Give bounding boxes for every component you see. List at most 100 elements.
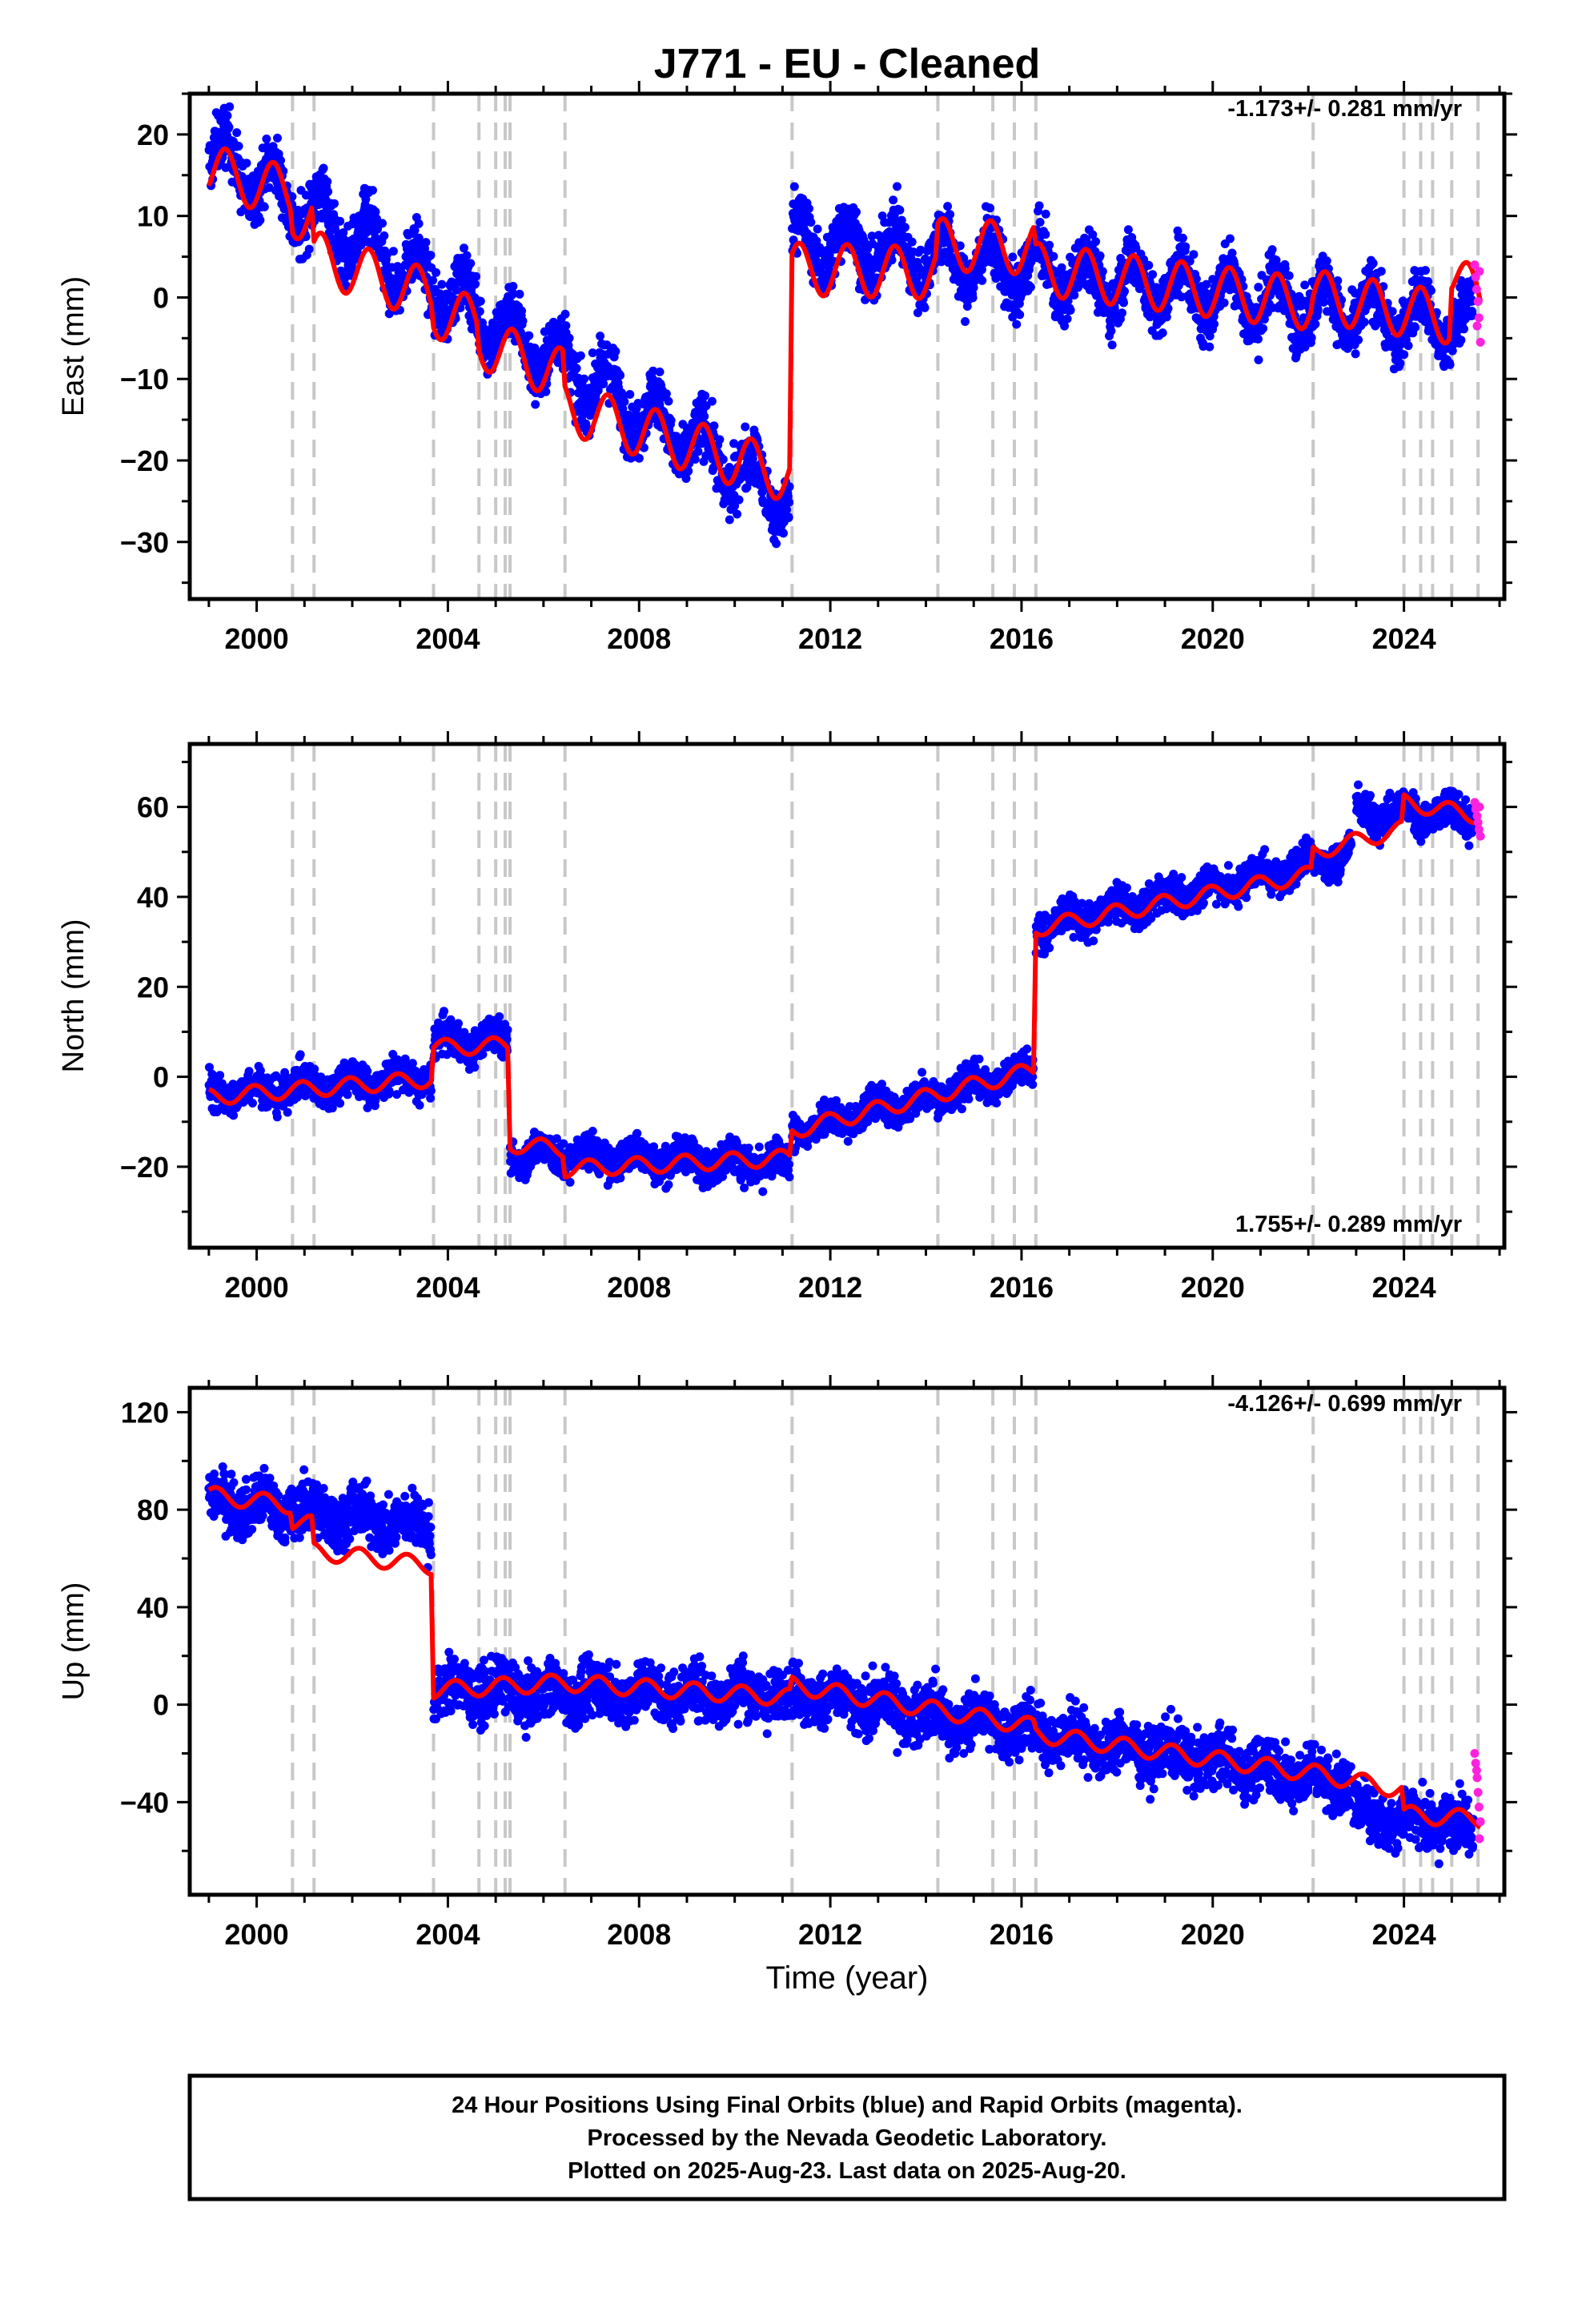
final-orbit-point: [1078, 275, 1087, 284]
final-orbit-point: [1423, 277, 1433, 286]
final-orbit-point: [471, 279, 480, 289]
final-orbit-point: [741, 422, 750, 432]
y-axis-label: East (mm): [57, 276, 90, 416]
final-orbit-point: [664, 396, 673, 406]
final-orbit-point: [223, 111, 232, 120]
final-orbit-point: [475, 307, 484, 316]
final-orbit-point: [244, 1067, 254, 1076]
final-orbit-point: [580, 374, 589, 384]
final-orbit-point: [1185, 256, 1195, 266]
final-orbit-point: [1456, 336, 1466, 345]
final-orbit-point: [978, 275, 987, 285]
final-orbit-point: [1427, 286, 1435, 296]
final-orbit-point: [634, 453, 644, 463]
final-orbit-point: [572, 364, 581, 373]
final-orbit-point: [340, 274, 350, 283]
final-orbit-point: [1008, 252, 1018, 262]
final-orbit-point: [248, 1099, 257, 1108]
final-orbit-point: [273, 133, 282, 143]
final-orbit-point: [625, 390, 635, 399]
final-orbit-point: [1225, 234, 1235, 243]
final-orbit-point: [779, 529, 788, 538]
final-orbit-point: [1062, 314, 1072, 324]
final-orbit-point: [426, 251, 436, 260]
x-tick-label: 2016: [990, 622, 1054, 655]
final-orbit-point: [1368, 259, 1378, 268]
final-orbit-point: [1201, 288, 1211, 298]
final-orbit-point: [611, 347, 620, 356]
final-orbit-point: [1227, 248, 1237, 258]
rapid-orbit-point: [1470, 260, 1480, 270]
final-orbit-point: [452, 285, 461, 295]
final-orbit-point: [772, 539, 781, 549]
final-orbit-point: [234, 142, 243, 151]
final-orbit-point: [428, 275, 438, 285]
final-orbit-point: [470, 1063, 480, 1072]
final-orbit-point: [1066, 305, 1075, 315]
x-tick-label: 2008: [607, 622, 671, 655]
final-orbit-point: [476, 296, 485, 306]
final-orbit-point: [725, 515, 734, 525]
final-orbit-point: [410, 226, 420, 235]
final-orbit-point: [1254, 283, 1263, 292]
final-orbit-point: [1445, 360, 1455, 369]
final-orbit-point: [472, 271, 480, 281]
final-orbit-point: [1202, 279, 1211, 289]
final-orbit-point: [304, 244, 314, 254]
final-orbit-point: [1173, 226, 1182, 235]
final-orbit-point: [242, 159, 251, 168]
final-orbit-point: [618, 404, 628, 413]
final-orbit-point: [1199, 342, 1208, 351]
final-orbit-point: [1313, 304, 1323, 314]
final-orbit-point: [466, 259, 476, 268]
final-orbit-point: [701, 391, 710, 400]
final-orbit-point: [1284, 271, 1294, 280]
final-orbit-point: [709, 421, 719, 431]
final-orbit-point: [968, 293, 978, 303]
final-orbit-point: [1095, 251, 1105, 260]
final-orbit-point: [1041, 230, 1050, 239]
final-orbit-point: [1205, 342, 1215, 352]
final-orbit-point: [1447, 346, 1457, 356]
final-orbit-point: [508, 288, 517, 298]
final-orbit-point: [588, 348, 597, 358]
final-orbit-point: [335, 1099, 345, 1108]
final-orbit-point: [789, 182, 799, 191]
final-orbit-point: [388, 247, 398, 256]
final-orbit-point: [1035, 218, 1045, 227]
final-orbit-point: [895, 205, 905, 215]
final-orbit-point: [1421, 266, 1430, 275]
final-orbit-point: [1082, 235, 1091, 245]
final-orbit-point: [1387, 307, 1397, 316]
final-orbit-point: [1060, 321, 1070, 331]
final-orbit-point: [707, 396, 717, 406]
plot-frame: [187, 91, 1507, 601]
y-tick-label: 10: [137, 200, 169, 233]
final-orbit-point: [225, 102, 235, 111]
final-orbit-point: [1322, 256, 1331, 266]
final-orbit-point: [1319, 297, 1328, 307]
final-orbit-point: [1015, 310, 1025, 320]
final-orbit-point: [339, 228, 348, 237]
final-orbit-point: [515, 289, 524, 299]
final-orbit-point: [1045, 240, 1054, 250]
final-orbit-point: [462, 251, 472, 260]
final-orbit-point: [1034, 201, 1044, 211]
final-orbit-point: [524, 331, 534, 340]
final-orbit-point: [1120, 287, 1129, 296]
final-orbit-point: [1411, 323, 1419, 332]
final-orbit-point: [378, 219, 387, 228]
x-tick-label: 2024: [1372, 622, 1436, 655]
final-orbit-point: [415, 1100, 424, 1110]
final-orbit-point: [969, 283, 978, 292]
final-orbit-point: [264, 183, 274, 192]
final-orbit-point: [330, 199, 339, 208]
final-orbit-point: [977, 265, 986, 275]
final-orbit-point: [684, 466, 693, 476]
final-orbit-point: [1280, 263, 1290, 273]
final-orbit-point: [1163, 304, 1173, 313]
final-orbit-point: [1098, 267, 1107, 276]
final-orbit-point: [1049, 251, 1058, 261]
final-orbit-point: [889, 195, 898, 205]
final-orbit-point: [255, 215, 265, 225]
